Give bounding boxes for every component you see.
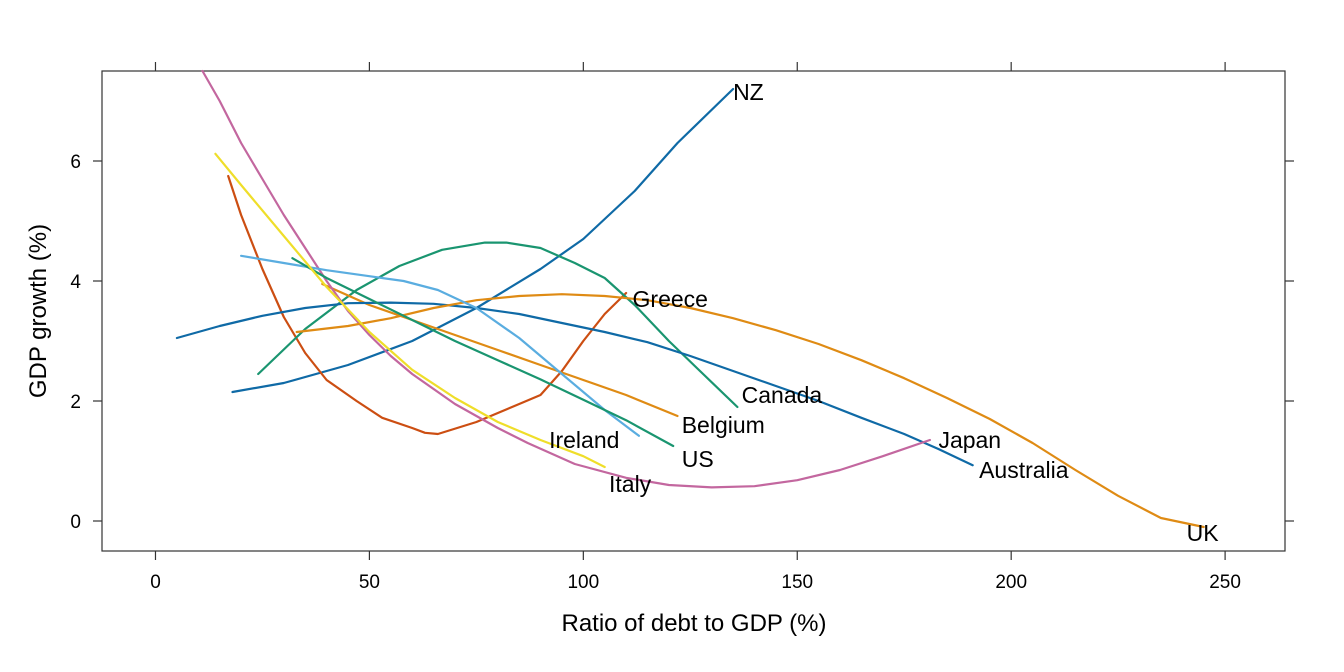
series-layer (175, 69, 1205, 529)
series-line-australia (175, 301, 974, 467)
x-tick-label: 150 (781, 572, 813, 593)
series-line-uk (295, 293, 1205, 529)
x-tick-label: 250 (1209, 572, 1241, 593)
x-tick-label: 50 (359, 572, 380, 593)
series-line-italy (214, 152, 606, 469)
axis-ticks: 0 50 100 150 200 250 0 2 4 6 (70, 62, 1294, 593)
x-tick-label: 0 (150, 572, 161, 593)
country-label-greece: Greece (633, 286, 708, 312)
country-label-us: US (682, 446, 714, 472)
country-label-belgium: Belgium (682, 412, 765, 438)
series-line-canada (257, 241, 739, 409)
series-line-belgium (321, 282, 679, 418)
series-line-greece (227, 174, 628, 436)
country-label-ireland: Ireland (549, 427, 619, 453)
plot-frame (101, 70, 1286, 552)
country-label-australia: Australia (979, 457, 1069, 483)
x-axis-title: Ratio of debt to GDP (%) (561, 610, 826, 637)
series-line-nz (231, 87, 735, 394)
y-tick-label: 2 (70, 392, 81, 413)
country-label-italy: Italy (609, 471, 652, 497)
series-line-ireland (240, 254, 641, 437)
y-tick-label: 6 (70, 152, 81, 173)
y-axis-title: GDP growth (%) (25, 224, 52, 398)
country-labels: NZ Greece Canada Belgium Japan Australia UK Ire… (549, 79, 1219, 546)
series-line-us (291, 257, 675, 448)
country-label-japan: Japan (938, 427, 1001, 453)
series-line-japan (201, 69, 932, 489)
country-label-nz: NZ (733, 79, 764, 105)
x-tick-label: 100 (567, 572, 599, 593)
x-tick-label: 200 (995, 572, 1027, 593)
country-label-uk: UK (1187, 520, 1220, 546)
y-tick-label: 4 (70, 272, 81, 293)
y-tick-label: 0 (70, 512, 81, 533)
country-label-canada: Canada (742, 382, 823, 408)
